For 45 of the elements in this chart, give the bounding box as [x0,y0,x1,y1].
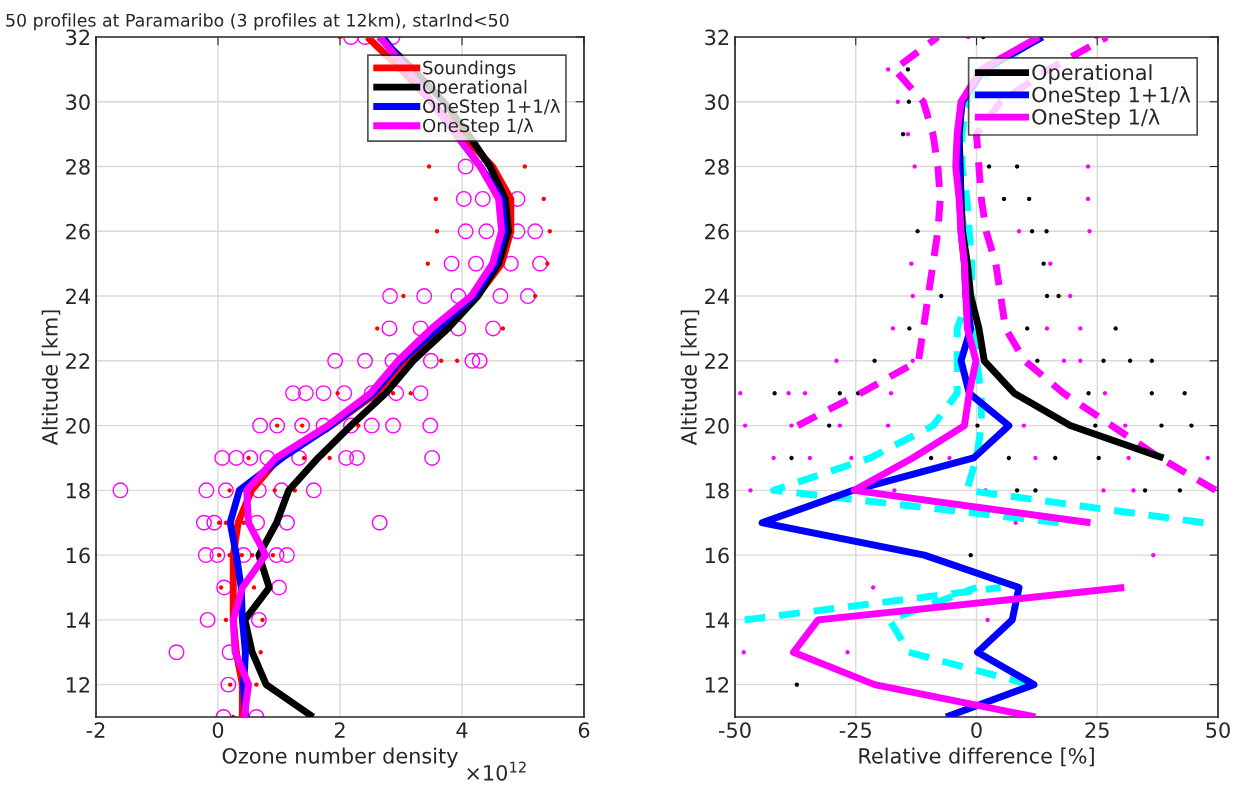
legend-label: Operational [1032,64,1152,85]
chart-title: 50 profiles at Paramaribo (3 profiles at 12km), starInd<50 [6,13,509,31]
y-tick-label: 24 [705,288,729,304]
x-tick-label: -50 [719,722,751,738]
text: ×10$^{12}$ [467,761,526,781]
legend-label: OneStep 1+1/λ [1032,86,1191,107]
x-tick-label: 2 [334,722,345,738]
y-tick-label: 16 [705,547,729,564]
legend-label: OneStep 1/λ [423,118,534,136]
x-tick-label: 25 [1085,722,1109,738]
y-tick-label: 22 [705,353,729,369]
x-axis-title: Ozone number density [222,747,458,768]
y-tick-label: 30 [705,94,729,110]
y-tick-label: 18 [66,482,90,499]
x-tick-label: 0 [212,722,224,738]
y-tick-label: 32 [705,29,729,46]
x-axis-title: Relative difference [%] [859,747,1094,767]
y-tick-label: 22 [66,353,90,369]
y-tick-label: 20 [66,418,90,434]
y-tick-label: 18 [705,482,729,499]
legend-label: Soundings [423,60,516,78]
y-tick-label: 14 [66,612,90,628]
x-tick-label: 0 [971,722,982,738]
x-tick-label: 6 [578,722,590,738]
y-tick-label: 32 [66,29,90,46]
y-tick-label: 30 [66,94,90,110]
legend-label: OneStep 1/λ [1032,108,1160,129]
y-tick-label: 12 [66,677,90,693]
y-tick-label: 12 [705,677,729,693]
y-tick-label: 16 [66,547,90,564]
y-tick-label: 24 [66,288,90,304]
x-tick-label: 4 [456,722,468,738]
y-tick-label: 28 [66,158,90,175]
x-tick-label: -2 [86,722,105,738]
y-tick-label: 28 [705,158,729,175]
legend-label: OneStep 1+1/λ [423,99,560,117]
x-tick-label: 50 [1206,722,1230,738]
y-tick-label: 26 [705,223,729,240]
y-tick-label: 14 [705,612,729,628]
y-tick-label: 26 [66,223,90,240]
legend-label: Operational [423,79,527,98]
y-tick-label: 20 [705,418,729,434]
y-axis-title: Altitude [km] [680,310,700,446]
x-tick-label: -25 [839,722,871,738]
y-axis-title: Altitude [km] [41,310,61,446]
